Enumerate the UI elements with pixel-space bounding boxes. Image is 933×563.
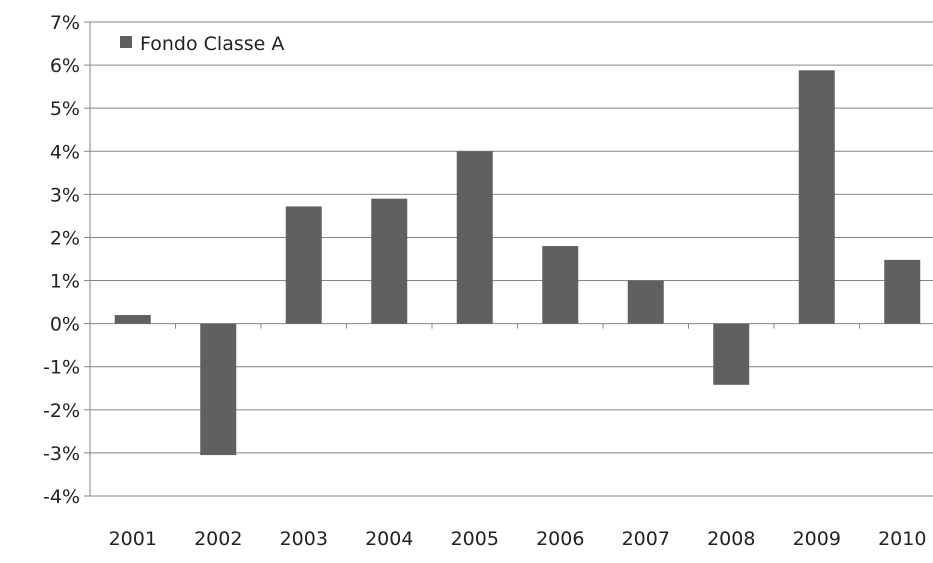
bar-2004 bbox=[371, 198, 408, 324]
bar-2005 bbox=[456, 151, 493, 324]
x-tick-label: 2010 bbox=[878, 528, 926, 550]
x-tick-label: 2005 bbox=[451, 528, 499, 550]
y-tick-label: -4% bbox=[43, 486, 80, 508]
bar-2009 bbox=[798, 70, 835, 324]
x-tick-label: 2002 bbox=[194, 528, 242, 550]
bar-2006 bbox=[542, 246, 579, 324]
y-tick-label: -3% bbox=[43, 443, 80, 465]
x-tick-label: 2001 bbox=[109, 528, 157, 550]
bar-2002 bbox=[200, 323, 237, 456]
legend: Fondo Classe A bbox=[120, 33, 284, 55]
y-tick-label: 6% bbox=[50, 55, 80, 77]
bar-2010 bbox=[884, 259, 921, 324]
y-tick-labels: 7% 6% 5% 4% 3% 2% 1% 0% -1% -2% -3% -4% bbox=[43, 12, 80, 508]
x-tick-label: 2007 bbox=[622, 528, 670, 550]
y-tick-label: 3% bbox=[50, 184, 80, 206]
bar-2008 bbox=[713, 323, 750, 385]
y-tick-label: 4% bbox=[50, 141, 80, 163]
y-tick-label: -1% bbox=[43, 357, 80, 379]
x-tick-labels: 2001 2002 2003 2004 2005 2006 2007 2008 2009 2010 bbox=[109, 528, 927, 550]
bar-2001 bbox=[114, 315, 151, 324]
bar-2003 bbox=[285, 206, 322, 324]
y-tick-label: 1% bbox=[50, 271, 80, 293]
y-tick-label: 0% bbox=[50, 314, 80, 336]
x-tick-label: 2008 bbox=[707, 528, 755, 550]
y-tick-label: -2% bbox=[43, 400, 80, 422]
bars bbox=[114, 70, 921, 456]
y-tick-label: 2% bbox=[50, 227, 80, 249]
legend-label: Fondo Classe A bbox=[140, 33, 284, 55]
y-tick-label: 7% bbox=[50, 12, 80, 34]
x-tick-label: 2003 bbox=[280, 528, 328, 550]
legend-swatch bbox=[120, 36, 132, 48]
x-tick-label: 2006 bbox=[536, 528, 584, 550]
y-tick-label: 5% bbox=[50, 98, 80, 120]
bar-2007 bbox=[627, 280, 664, 324]
x-tick-label: 2004 bbox=[365, 528, 413, 550]
x-tick-label: 2009 bbox=[793, 528, 841, 550]
